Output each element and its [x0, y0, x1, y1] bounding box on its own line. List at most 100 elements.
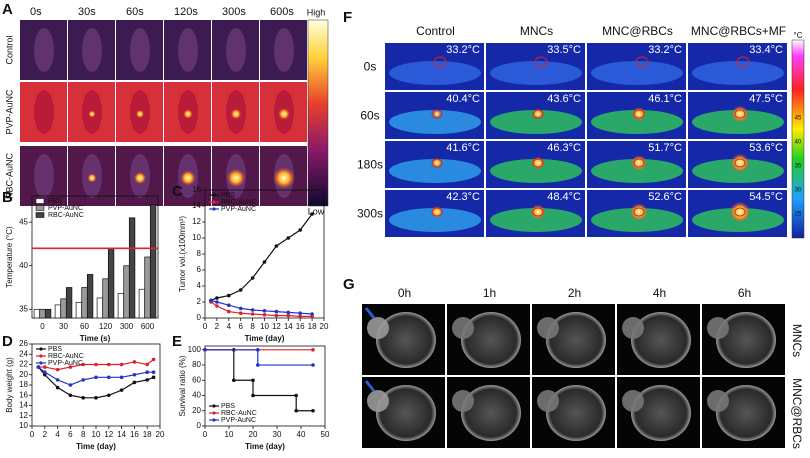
y-tick-label: 18 — [19, 380, 28, 389]
x-tick-label: 12 — [272, 322, 281, 331]
tumor — [452, 317, 474, 339]
y-axis-label: Tumor vol.(x100mm³) — [178, 216, 187, 292]
hot-spot — [532, 108, 544, 120]
x-axis-label: Time (s) — [80, 334, 111, 343]
y-tick-label: 8 — [197, 249, 202, 258]
series-line — [37, 366, 154, 399]
colorbar-tick: 35 — [795, 164, 802, 170]
tumor — [622, 317, 644, 339]
temperature-label: 40.4°C — [446, 93, 480, 105]
mouse-section — [461, 385, 521, 441]
point — [68, 365, 73, 369]
y-tick-label: 2 — [197, 297, 202, 306]
mouse-silhouette — [34, 90, 54, 134]
colorbar-tick: 45 — [795, 116, 802, 122]
row-label: PVP-AuNC — [4, 89, 14, 135]
colorbar-tick: 30 — [795, 188, 802, 194]
x-tick-label: 10 — [225, 430, 234, 439]
tumor — [537, 317, 559, 339]
point — [262, 313, 267, 317]
mouse-body — [490, 159, 582, 183]
column-header: MNC@RBCs+MF — [691, 24, 786, 38]
hot-spot — [226, 168, 246, 188]
y-tick-label: 12 — [192, 217, 201, 226]
point — [255, 363, 260, 367]
point — [294, 393, 299, 398]
point — [215, 296, 219, 300]
x-tick-label: 0 — [40, 322, 45, 331]
mouse-body — [490, 110, 582, 134]
point — [132, 372, 137, 377]
mouse-silhouette — [274, 28, 294, 72]
bar — [102, 278, 109, 319]
x-tick-label: 6 — [238, 322, 243, 331]
point — [250, 276, 255, 280]
y-tick-label: 4 — [197, 281, 202, 290]
mouse-body — [692, 61, 784, 85]
panel-label: B — [2, 189, 13, 206]
tumor — [367, 317, 389, 339]
panel-label: F — [343, 9, 352, 26]
x-tick-label: 14 — [117, 430, 126, 439]
legend-marker — [212, 411, 216, 415]
point — [119, 362, 124, 367]
colorbar-bottom: Low — [308, 206, 325, 216]
roi-circle — [633, 109, 645, 119]
legend-label: PBS — [48, 346, 62, 353]
panel-label: A — [2, 1, 13, 18]
point — [262, 260, 267, 264]
bar — [33, 308, 41, 319]
point — [238, 306, 243, 311]
roi-circle — [633, 158, 645, 168]
roi-circle — [433, 56, 447, 68]
point — [151, 375, 156, 380]
point — [36, 365, 41, 369]
colorbar — [791, 39, 805, 239]
legend-marker — [212, 200, 216, 204]
column-header: 30s — [78, 6, 96, 18]
roi-circle — [532, 109, 544, 119]
tumor — [707, 390, 729, 412]
point — [203, 348, 207, 352]
roi-circle — [734, 158, 746, 168]
roi-circle — [633, 207, 645, 217]
bar — [60, 298, 67, 319]
column-header: Control — [416, 24, 455, 38]
point — [81, 396, 85, 400]
hot-spot — [273, 167, 295, 189]
column-header: 4h — [653, 286, 666, 300]
hot-spot — [278, 108, 290, 120]
roi-circle — [431, 207, 443, 217]
x-tick-label: 14 — [284, 322, 293, 331]
x-tick-label: 16 — [296, 322, 305, 331]
panel-label: D — [2, 333, 13, 350]
point — [274, 244, 279, 248]
y-tick-label: 22 — [19, 360, 28, 369]
column-header: 0s — [30, 6, 42, 18]
legend-marker — [212, 418, 216, 422]
point — [68, 383, 73, 387]
bar — [96, 297, 104, 319]
bar — [149, 204, 157, 319]
mouse-section — [631, 385, 691, 441]
hot-spot — [135, 109, 145, 119]
bar — [44, 308, 52, 319]
y-tick-label: 24 — [19, 349, 28, 358]
bar — [65, 287, 73, 319]
x-tick-label: 0 — [203, 430, 208, 439]
x-tick-label: 30 — [59, 322, 68, 331]
hot-spot — [87, 173, 97, 183]
point — [251, 393, 255, 398]
x-tick-label: 18 — [308, 322, 317, 331]
x-tick-label: 8 — [81, 430, 86, 439]
y-tick-label: 0 — [197, 421, 202, 430]
bar — [39, 308, 46, 319]
point — [311, 348, 315, 352]
colorbar-top: High — [307, 7, 326, 17]
point — [68, 393, 73, 398]
column-header: 600s — [270, 6, 294, 18]
point — [107, 362, 111, 367]
legend-label: PVP-AuNC — [48, 360, 83, 367]
hot-spot — [730, 153, 750, 173]
